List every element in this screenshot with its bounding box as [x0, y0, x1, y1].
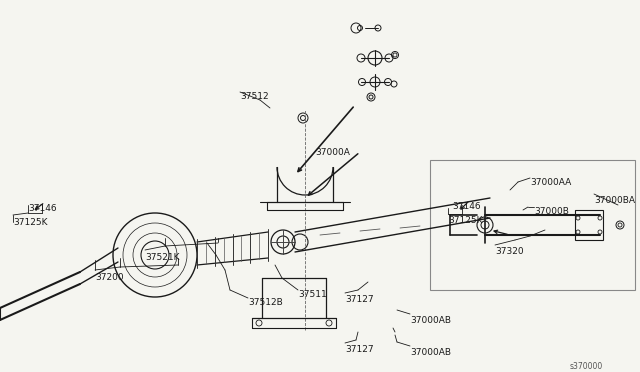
- Text: 37000A: 37000A: [315, 148, 350, 157]
- Text: 37125K: 37125K: [448, 216, 483, 225]
- Text: 37146: 37146: [452, 202, 481, 211]
- Text: 37000BA: 37000BA: [594, 196, 635, 205]
- Text: 37146: 37146: [28, 204, 56, 213]
- Bar: [575, 210, 603, 240]
- Bar: [490, 194, 520, 222]
- Text: 37511: 37511: [298, 290, 327, 299]
- Text: 37000B: 37000B: [534, 207, 569, 216]
- Bar: [430, 160, 635, 290]
- Text: 37127: 37127: [345, 295, 374, 304]
- Text: 37125K: 37125K: [13, 218, 47, 227]
- Text: 37000AA: 37000AA: [530, 178, 572, 187]
- Text: 37512B: 37512B: [248, 298, 283, 307]
- Text: 37320: 37320: [495, 247, 524, 256]
- Text: 37127: 37127: [345, 345, 374, 354]
- Text: s370000: s370000: [570, 362, 604, 371]
- Text: 37200: 37200: [95, 273, 124, 282]
- Text: 37512: 37512: [240, 92, 269, 101]
- Text: 37521K: 37521K: [145, 253, 179, 262]
- Text: 37000AB: 37000AB: [410, 348, 451, 357]
- Text: 37000AB: 37000AB: [410, 316, 451, 325]
